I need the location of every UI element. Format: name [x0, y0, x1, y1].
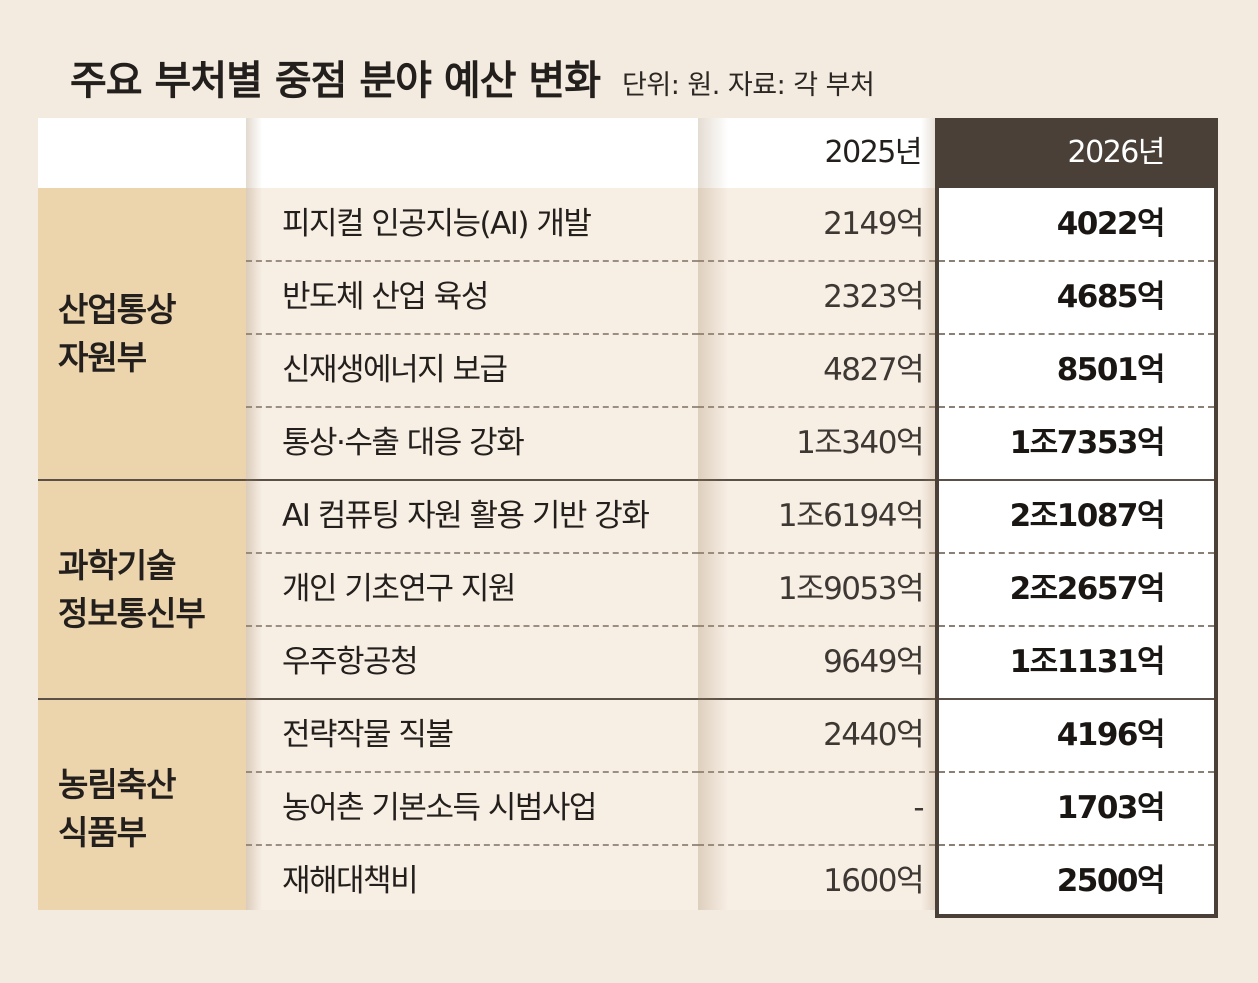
department-group: 과학기술 정보통신부 — [38, 480, 246, 699]
budget-2026-cell: 4022억 — [1056, 206, 1166, 242]
budget-2025-cell: 2323억 — [823, 279, 924, 315]
group-divider — [698, 479, 935, 481]
group-divider — [246, 698, 698, 700]
item-cell: 농어촌 기본소득 시범사업 — [282, 790, 597, 826]
row-divider — [246, 406, 698, 408]
group-divider — [38, 698, 246, 700]
item-cell: 개인 기초연구 지원 — [282, 571, 516, 607]
row-divider — [939, 260, 1214, 262]
department-label: 산업통상 자원부 — [58, 290, 176, 377]
row-divider — [939, 771, 1214, 773]
budget-2026-cell: 1703억 — [1056, 790, 1166, 826]
budget-2025-cell: 2440억 — [823, 717, 924, 753]
year-2025-column: 2025년 2149억 2323억 4827억 1조340억 1조6194억 1조9053… — [698, 118, 935, 910]
budget-2026-cell: 2조1087억 — [1009, 498, 1166, 534]
row-divider — [698, 333, 935, 335]
row-divider — [698, 625, 935, 627]
budget-2026-cell: 1조1131억 — [1009, 644, 1166, 680]
header-cell-2026: 2026년 — [935, 118, 1218, 188]
budget-2025-cell: 1조340억 — [796, 425, 924, 461]
row-divider — [698, 406, 935, 408]
group-divider — [939, 479, 1214, 481]
budget-2025-cell: 4827억 — [823, 352, 924, 388]
budget-2025-cell: 1600억 — [823, 863, 924, 899]
header-cell-2025: 2025년 — [698, 118, 935, 188]
group-divider — [38, 479, 246, 481]
budget-2025-cell: 1조6194억 — [777, 498, 925, 534]
item-cell: 재해대책비 — [282, 863, 419, 899]
row-divider — [698, 260, 935, 262]
page-title: 주요 부처별 중점 분야 예산 변화 — [70, 58, 601, 104]
row-divider — [246, 552, 698, 554]
group-divider — [246, 479, 698, 481]
header-label-2025: 2025년 — [824, 135, 923, 170]
row-divider — [939, 406, 1214, 408]
budget-2026-cell: 2500억 — [1056, 863, 1166, 899]
row-divider — [939, 625, 1214, 627]
item-cell: AI 컴퓨팅 자원 활용 기반 강화 — [282, 498, 650, 534]
header-label-2026: 2026년 — [1067, 135, 1166, 170]
header-cell-department — [38, 118, 246, 188]
group-divider — [939, 698, 1214, 700]
year-2025-column-body: 2149억 2323억 4827억 1조340억 1조6194억 1조9053억 9649억… — [698, 188, 935, 910]
row-divider — [939, 333, 1214, 335]
budget-2026-cell: 4196억 — [1056, 717, 1166, 753]
budget-2026-cell: 4685억 — [1056, 279, 1166, 315]
row-divider — [246, 844, 698, 846]
budget-2026-cell: 2조2657억 — [1009, 571, 1166, 607]
item-cell: 신재생에너지 보급 — [282, 352, 508, 388]
row-divider — [246, 333, 698, 335]
row-divider — [698, 844, 935, 846]
page-subtitle: 단위: 원. 자료: 각 부처 — [622, 70, 875, 101]
budget-2025-cell: - — [913, 790, 924, 826]
row-divider — [698, 771, 935, 773]
department-label: 농림축산 식품부 — [58, 764, 176, 852]
header-cell-item — [246, 118, 698, 188]
row-divider — [246, 771, 698, 773]
row-divider — [939, 552, 1214, 554]
budget-2025-cell: 1조9053억 — [777, 571, 925, 607]
item-cell: 피지컬 인공지능(AI) 개발 — [282, 206, 592, 242]
year-2026-column: 2026년 4022억 4685억 8501억 1조7353억 2조1087억 2조265… — [935, 118, 1218, 918]
group-divider — [698, 698, 935, 700]
row-divider — [246, 260, 698, 262]
budget-2026-cell: 1조7353억 — [1009, 425, 1166, 461]
budget-2026-cell: 8501억 — [1056, 352, 1166, 388]
title-row: 주요 부처별 중점 분야 예산 변화 단위: 원. 자료: 각 부처 — [70, 48, 875, 104]
item-cell: 전략작물 직불 — [282, 717, 454, 753]
budget-2025-cell: 9649억 — [823, 644, 924, 680]
row-divider — [698, 552, 935, 554]
budget-2025-cell: 2149억 — [823, 206, 924, 242]
item-cell: 통상·수출 대응 강화 — [282, 425, 525, 461]
department-label: 과학기술 정보통신부 — [58, 545, 206, 633]
year-2026-column-body: 4022억 4685억 8501억 1조7353억 2조1087억 2조2657억 1조11… — [935, 188, 1218, 918]
item-cell: 우주항공청 — [282, 644, 419, 680]
row-divider — [939, 844, 1214, 846]
department-group: 산업통상 자원부 — [38, 188, 246, 480]
department-group: 농림축산 식품부 — [38, 699, 246, 918]
item-cell: 반도체 산업 육성 — [282, 279, 489, 315]
row-divider — [246, 625, 698, 627]
